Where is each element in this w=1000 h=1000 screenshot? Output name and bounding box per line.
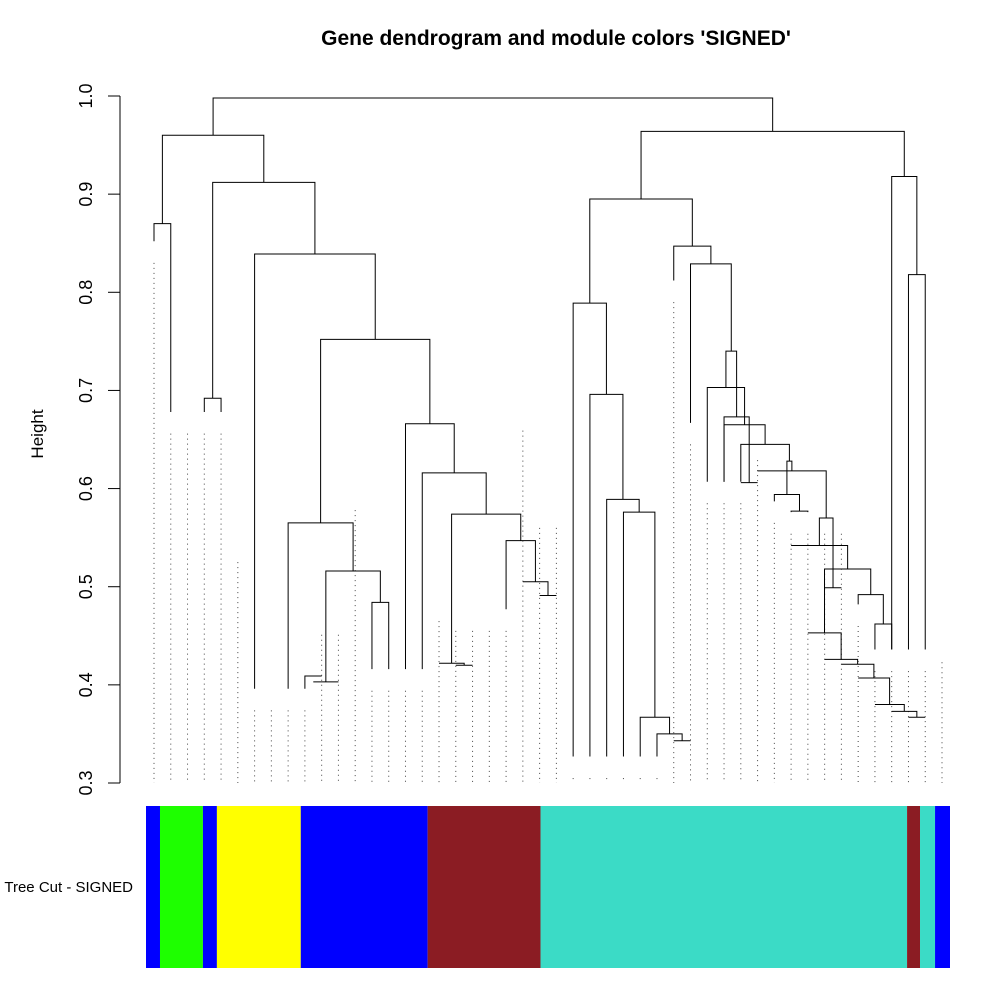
branch-n35 bbox=[858, 677, 891, 705]
branch-n13 bbox=[451, 513, 522, 664]
module-segment-blue bbox=[935, 806, 950, 968]
branch-n24 bbox=[606, 498, 640, 757]
branch-n18 bbox=[212, 181, 316, 399]
branch-n54 bbox=[891, 175, 918, 650]
branch-n17 bbox=[254, 253, 376, 689]
branch-n51 bbox=[673, 245, 712, 281]
module-segment-blue bbox=[300, 806, 428, 968]
branch-n22 bbox=[639, 716, 671, 757]
branch-n7 bbox=[287, 522, 354, 689]
branch-n49 bbox=[725, 350, 738, 417]
module-segment-brown bbox=[907, 806, 921, 968]
branch-n1 bbox=[153, 223, 172, 413]
branch-n43 bbox=[818, 517, 834, 588]
branch-n47 bbox=[723, 424, 766, 482]
branch-n38 bbox=[807, 632, 842, 660]
branch-n33 bbox=[891, 710, 918, 718]
branch-n28 bbox=[723, 416, 750, 483]
module-segment-turquoise bbox=[540, 806, 908, 968]
branch-n11 bbox=[522, 581, 549, 596]
branch-n34 bbox=[874, 703, 905, 712]
branch-n37 bbox=[824, 658, 859, 665]
branch-n9 bbox=[439, 662, 465, 666]
chart-title: Gene dendrogram and module colors 'SIGNE… bbox=[321, 27, 791, 50]
y-tick-label: 0.5 bbox=[76, 574, 96, 599]
branch-n14 bbox=[421, 472, 487, 670]
module-segment-blue bbox=[146, 806, 160, 968]
branch-n56 bbox=[212, 97, 774, 136]
y-tick-label: 0.8 bbox=[76, 280, 96, 305]
color-bar-label: Tree Cut - SIGNED bbox=[4, 879, 133, 896]
branch-n29 bbox=[790, 510, 809, 513]
y-tick-label: 0.9 bbox=[76, 182, 96, 207]
branch-n41 bbox=[824, 568, 872, 633]
branch-n16 bbox=[320, 338, 431, 523]
branch-n52 bbox=[589, 198, 693, 304]
branch-n30 bbox=[773, 493, 800, 512]
y-tick-label: 1.0 bbox=[76, 83, 96, 108]
y-tick-label: 0.4 bbox=[76, 672, 96, 697]
branch-n36 bbox=[841, 663, 875, 678]
branch-n50 bbox=[690, 263, 732, 423]
branch-n53 bbox=[907, 274, 926, 650]
leaf-lines bbox=[153, 262, 943, 783]
branch-n48 bbox=[706, 386, 746, 482]
branch-n39 bbox=[874, 623, 893, 650]
module-segment-green bbox=[159, 806, 203, 968]
y-tick-label: 0.3 bbox=[76, 770, 96, 795]
module-color-bar bbox=[146, 806, 950, 968]
module-segment-blue bbox=[202, 806, 217, 968]
dendrogram-branches bbox=[153, 97, 926, 757]
branch-n40 bbox=[857, 594, 884, 625]
y-tick-label: 0.7 bbox=[76, 378, 96, 403]
branch-n21 bbox=[656, 733, 683, 757]
branch-n23 bbox=[622, 511, 656, 757]
branch-n2 bbox=[203, 397, 222, 413]
branch-n45 bbox=[786, 460, 793, 495]
y-tick-label: 0.6 bbox=[76, 476, 96, 501]
module-segment-yellow bbox=[216, 806, 301, 968]
branch-n12 bbox=[505, 540, 536, 610]
branch-n15 bbox=[404, 423, 455, 670]
module-segment-turquoise bbox=[920, 806, 936, 968]
branch-n3 bbox=[304, 675, 322, 689]
branch-n46 bbox=[740, 443, 790, 482]
branch-n42 bbox=[791, 544, 849, 570]
module-segment-brown bbox=[427, 806, 541, 968]
branch-n55 bbox=[640, 130, 905, 200]
y-axis-label: Height bbox=[28, 409, 47, 458]
branch-n5 bbox=[371, 601, 390, 670]
branch-n44 bbox=[757, 470, 827, 519]
y-axis: 0.3 0.4 0.5 0.6 0.7 0.8 0.9 1.0 bbox=[76, 83, 121, 796]
